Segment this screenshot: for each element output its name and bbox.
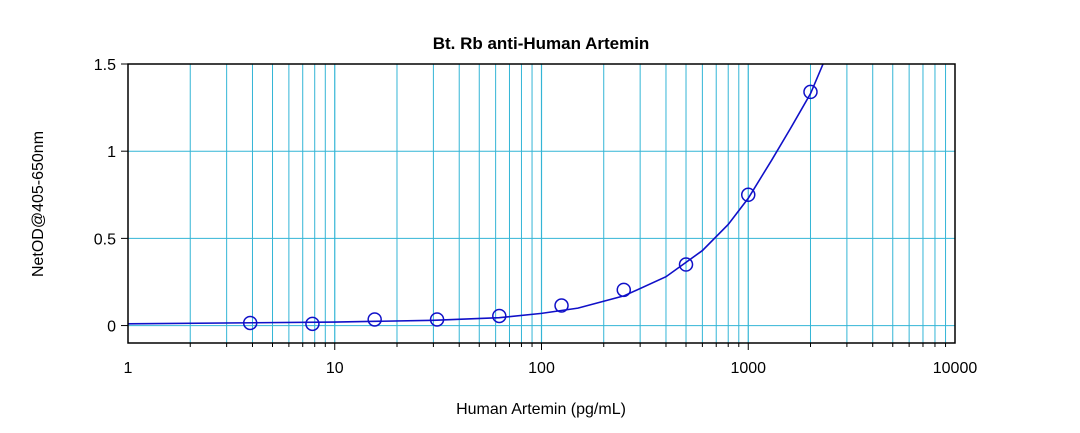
fit-curve — [127, 63, 824, 325]
data-point — [616, 282, 632, 298]
data-point — [741, 187, 756, 203]
y-tick-label: 0.5 — [94, 231, 116, 248]
x-tick-label: 1 — [124, 360, 133, 377]
x-tick-label: 100 — [528, 360, 555, 377]
x-tick-label: 1000 — [730, 360, 766, 377]
data-point — [305, 316, 320, 332]
y-tick-label: 0 — [107, 319, 116, 336]
data-point — [367, 312, 382, 327]
chart-title: Bt. Rb anti-Human Artemin — [433, 34, 650, 53]
data-point — [242, 315, 258, 331]
y-tick-labels: 0 0.5 1 1.5 — [94, 57, 116, 336]
data-point — [803, 84, 818, 100]
y-tick-label: 1 — [107, 144, 116, 161]
data-point — [678, 257, 694, 272]
x-tick-labels: 1 10 100 1000 10000 — [124, 360, 978, 377]
y-axis-label: NetOD@405-650nm — [30, 131, 47, 277]
x-tick-label: 10000 — [933, 360, 978, 377]
data-point — [492, 308, 507, 324]
data-point — [429, 312, 445, 327]
x-axis-label: Human Artemin (pg/mL) — [456, 401, 626, 418]
grid-lines — [128, 64, 955, 343]
y-tick-label: 1.5 — [94, 57, 116, 74]
data-points — [242, 84, 818, 332]
data-point — [554, 298, 569, 313]
x-tick-label: 10 — [326, 360, 344, 377]
axis-ticks — [121, 63, 947, 350]
fit-curve-layer — [127, 63, 824, 325]
